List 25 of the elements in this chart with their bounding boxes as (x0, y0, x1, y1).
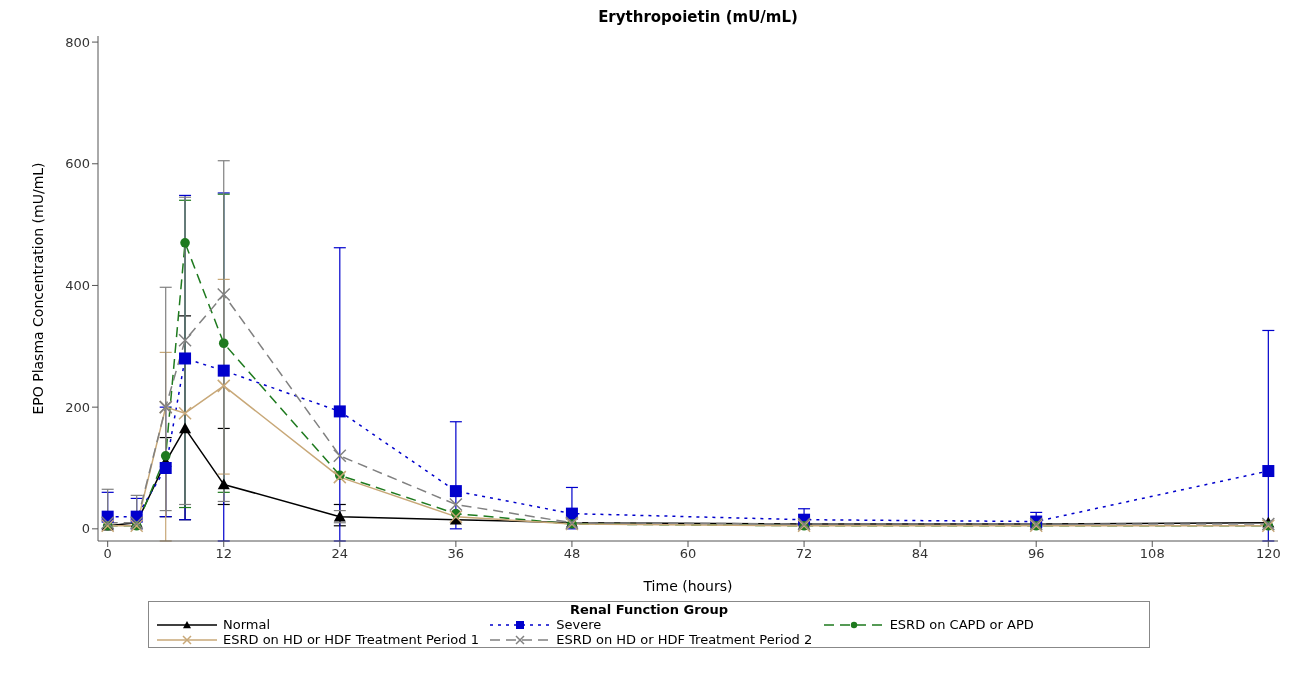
x-tick-label: 84 (911, 546, 929, 562)
x-tick-label: 36 (447, 546, 465, 562)
y-tick-label: 400 (65, 278, 90, 294)
x-tick-label: 24 (331, 546, 349, 562)
y-axis-title: EPO Plasma Concentration (mU/mL) (29, 162, 46, 415)
legend-label: Severe (556, 617, 602, 632)
x-tick-label: 108 (1139, 546, 1165, 562)
x-axis-title: Time (hours) (642, 578, 733, 594)
x-tick-label: 12 (215, 546, 233, 562)
y-tick-label: 800 (65, 34, 90, 50)
x-tick-label: 96 (1027, 546, 1045, 562)
y-tick-label: 600 (65, 156, 90, 172)
x-tick-label: 0 (103, 546, 112, 562)
x-tick-label: 60 (679, 546, 697, 562)
x-tick-label: 120 (1255, 546, 1281, 562)
chart-title: Erythropoietin (mU/mL) (597, 8, 799, 26)
legend-label: ESRD on HD or HDF Treatment Period 2 (556, 632, 813, 647)
legend-label: Normal (223, 617, 271, 632)
legend-label: ESRD on CAPD or APD (889, 617, 1034, 632)
x-tick-label: 48 (563, 546, 581, 562)
x-tick-label: 72 (795, 546, 813, 562)
legend-title: Renal Function Group (568, 602, 730, 617)
y-tick-label: 200 (65, 399, 90, 415)
y-tick-label: 0 (81, 521, 90, 537)
legend-label: ESRD on HD or HDF Treatment Period 1 (223, 632, 479, 647)
